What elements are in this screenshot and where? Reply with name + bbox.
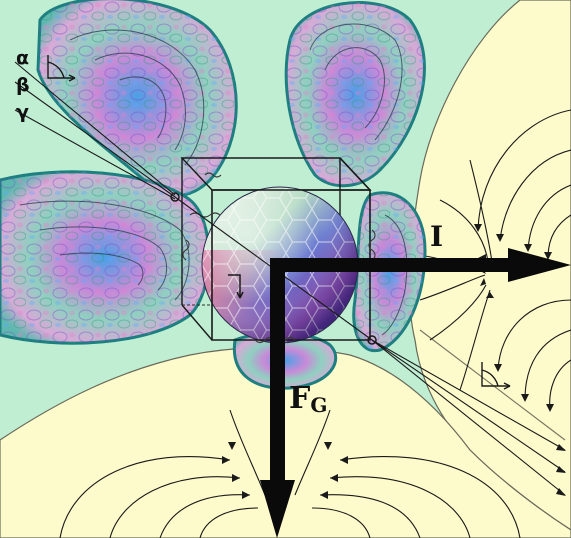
label-current: I xyxy=(430,220,443,253)
label-beta: β xyxy=(16,74,30,96)
label-force-main: F xyxy=(289,381,310,416)
label-gamma: γ xyxy=(16,101,29,123)
label-alpha: α xyxy=(16,47,29,69)
label-force-subscript: G xyxy=(310,393,327,417)
